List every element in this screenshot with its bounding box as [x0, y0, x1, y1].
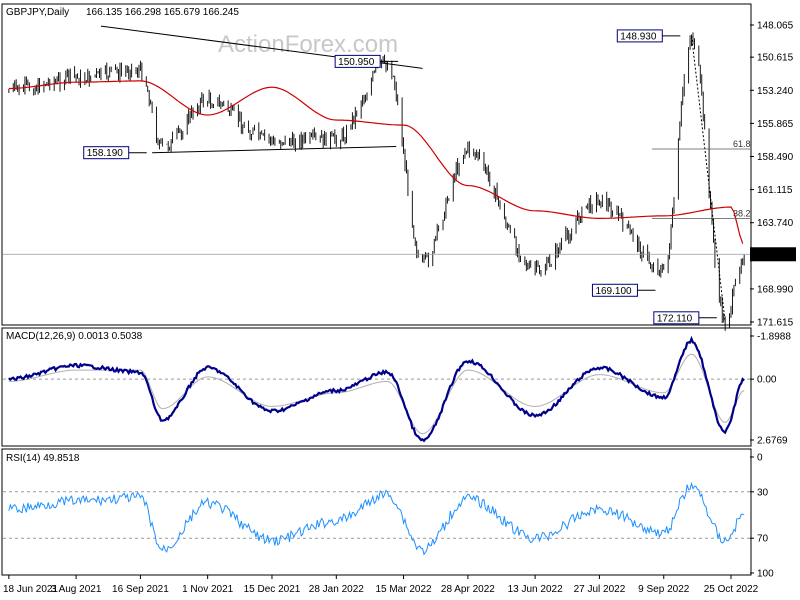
macd-line [8, 335, 745, 443]
x-tick-label: 28 Apr 2022 [441, 584, 495, 595]
macd-y-label: 2.6769 [757, 436, 788, 447]
x-tick-label: 16 Sep 2021 [112, 584, 169, 595]
price-y-label: 150.615 [757, 53, 794, 64]
macd-plot [3, 335, 750, 443]
price-plot: 38.2 61.8 158.190 150.950 169.100 172.110 148.… [3, 25, 751, 331]
rsi-y-label: 0 [757, 453, 763, 464]
rsi-pane [1, 448, 752, 576]
price-annotation-label: 150.950 [338, 57, 375, 68]
price-y-label: 171.615 [757, 318, 794, 329]
fib-level-label: 38.2 [733, 208, 751, 218]
rsi-y-label: 30 [757, 487, 769, 498]
x-tick-label: 15 Mar 2022 [375, 584, 432, 595]
x-tick-label: 15 Dec 2021 [244, 584, 301, 595]
price-y-label: 153.240 [757, 86, 794, 97]
fib-level-label: 61.8 [733, 139, 751, 149]
price-annotation-label: 148.930 [620, 31, 657, 42]
price-y-label: 168.990 [757, 284, 794, 295]
x-tick-label: 3 Aug 2021 [51, 584, 102, 595]
price-pane-title: GBPJPY,Daily [6, 7, 69, 18]
x-tick-label: 27 Jul 2022 [574, 584, 626, 595]
rsi-pane-title: RSI(14) 49.8518 [6, 453, 80, 464]
x-tick-label: 13 Jun 2022 [508, 584, 563, 595]
x-tick-label: 28 Jan 2022 [309, 584, 364, 595]
macd-y-label: -1.8988 [757, 332, 791, 343]
macd-pane-title: MACD(12,26,9) 0.0013 0.5038 [6, 331, 143, 342]
price-y-label: 163.740 [757, 218, 794, 229]
price-y-label: 158.490 [757, 152, 794, 163]
price-ohlc-readout: 166.135 166.298 165.679 166.245 [86, 7, 239, 18]
x-tick-label: 25 Oct 2022 [704, 584, 759, 595]
price-annotation-label: 172.110 [657, 313, 693, 324]
last-price-tag [750, 247, 796, 262]
x-tick-label: 9 Sep 2022 [638, 584, 690, 595]
x-tick-label: 18 Jun 2021 [3, 584, 58, 595]
price-annotation-label: 169.100 [595, 286, 632, 297]
rsi-plot [3, 481, 750, 556]
axes: 171.615168.990166.365163.740161.115158.4… [3, 21, 796, 595]
price-y-label: 155.865 [757, 119, 794, 130]
macd-y-label: 0.00 [757, 375, 777, 386]
price-annotation-label: 158.190 [87, 148, 124, 159]
price-pane [1, 3, 752, 326]
price-y-label: 161.115 [757, 185, 793, 196]
price-y-label: 148.065 [757, 21, 794, 32]
macd-pane [1, 327, 752, 447]
moving-average-line [8, 80, 744, 244]
last-price-label: 166.245 [754, 250, 791, 261]
resistance-trendline [152, 146, 397, 154]
rsi-y-label: 70 [757, 534, 769, 545]
rsi-line [8, 481, 745, 556]
x-tick-label: 1 Nov 2021 [182, 584, 234, 595]
rsi-y-label: 100 [757, 569, 774, 580]
